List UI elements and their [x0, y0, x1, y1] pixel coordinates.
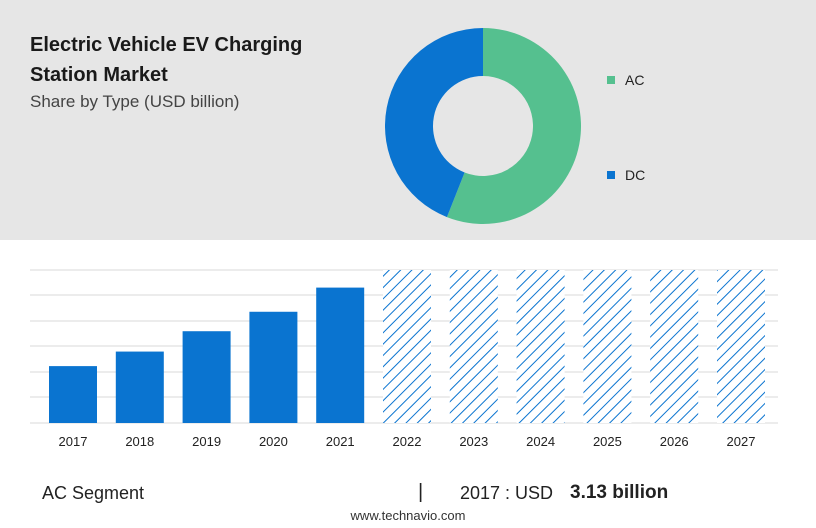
- legend-item-dc: DC: [607, 167, 645, 183]
- legend-swatch-dc: [607, 171, 615, 179]
- bar-2021: [316, 287, 365, 423]
- x-tick-label: 2017: [59, 434, 88, 449]
- x-tick-label: 2027: [727, 434, 756, 449]
- legend-item-ac: AC: [607, 72, 644, 88]
- forecast-bar-2022: [383, 270, 431, 423]
- bar-2019: [182, 331, 231, 423]
- x-tick-label: 2025: [593, 434, 622, 449]
- footer-segment-label: AC Segment: [42, 483, 145, 503]
- legend-label-ac: AC: [625, 72, 645, 88]
- forecast-bar-2027: [717, 270, 765, 423]
- x-tick-label: 2024: [526, 434, 555, 449]
- x-tick-label: 2026: [660, 434, 689, 449]
- forecast-bar-2023: [449, 270, 498, 423]
- chart-title: Electric Vehicle EV Charging Station Mar…: [30, 34, 303, 86]
- footer-value: 3.13 billion: [570, 482, 669, 503]
- bar-chart: 2017 2018 2019 2020 2021 2022 2023 2024 2025 2026…: [30, 269, 778, 449]
- legend-swatch-ac: [607, 76, 615, 84]
- bar-2018: [115, 351, 164, 423]
- x-tick-label: 2023: [459, 434, 488, 449]
- forecast-bar-2024: [516, 270, 565, 423]
- source-link[interactable]: www.technavio.com: [350, 508, 466, 523]
- forecast-bar-2025: [583, 270, 632, 423]
- donut-slice-dc: [384, 28, 483, 218]
- x-tick-label: 2021: [326, 434, 355, 449]
- footer-divider: |: [418, 481, 424, 503]
- forecast-bar-2026: [650, 270, 699, 423]
- x-tick-label: 2020: [259, 434, 288, 449]
- legend-label-dc: DC: [625, 167, 646, 183]
- chart-subtitle: Share by Type (USD billion): [30, 92, 240, 111]
- footer-year-label: 2017 : USD: [460, 483, 554, 503]
- x-tick-label: 2022: [393, 434, 422, 449]
- x-tick-label: 2018: [125, 434, 154, 449]
- donut-chart: [384, 28, 581, 224]
- donut-slice-ac: [446, 28, 581, 224]
- bar-2017: [49, 366, 97, 423]
- x-tick-label: 2019: [192, 434, 221, 449]
- bar-2020: [249, 311, 298, 423]
